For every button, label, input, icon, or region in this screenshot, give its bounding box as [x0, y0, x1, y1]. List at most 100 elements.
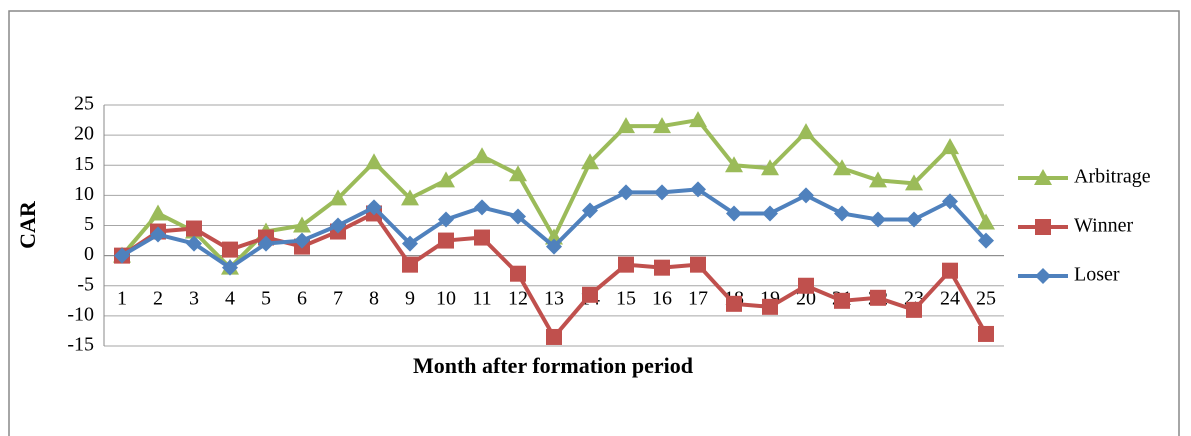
data-point: [186, 220, 202, 237]
x-tick-label: 17: [688, 288, 708, 310]
data-point: [869, 171, 887, 188]
x-tick-label: 8: [369, 288, 379, 310]
data-point: [798, 277, 814, 294]
data-point: [762, 298, 778, 315]
data-point: [510, 208, 526, 225]
data-point: [762, 205, 778, 222]
data-point: [546, 238, 562, 255]
x-tick-label: 11: [472, 288, 491, 310]
x-axis-title: Month after formation period: [413, 353, 693, 378]
x-tick-label: 16: [652, 288, 672, 310]
data-point: [690, 256, 706, 273]
data-point: [654, 259, 670, 276]
x-tick-label: 4: [225, 288, 235, 310]
data-point: [977, 213, 995, 230]
data-point: [833, 159, 851, 176]
data-point: [941, 138, 959, 155]
data-point: [222, 241, 238, 258]
data-point: [834, 205, 850, 222]
data-point: [438, 211, 454, 228]
data-point: [870, 289, 886, 306]
data-point: [294, 232, 310, 249]
data-point: [725, 156, 743, 173]
y-axis-title: CAR: [15, 200, 40, 249]
data-point: [797, 123, 815, 140]
data-point: [870, 211, 886, 228]
data-point: [653, 117, 671, 134]
data-point: [942, 193, 958, 210]
data-point: [978, 232, 994, 249]
data-point: [474, 199, 490, 216]
data-point: [510, 265, 526, 282]
data-point: [473, 147, 491, 164]
data-point: [726, 295, 742, 312]
data-point: [330, 217, 346, 234]
data-point: [474, 229, 490, 246]
x-tick-label: 12: [508, 288, 528, 310]
y-tick-label: 20: [74, 123, 94, 145]
data-point: [258, 235, 274, 252]
data-point: [618, 256, 634, 273]
data-point: [329, 189, 347, 206]
x-tick-label: 10: [436, 288, 456, 310]
data-point: [293, 216, 311, 233]
x-tick-label: 5: [261, 288, 271, 310]
data-point: [437, 171, 455, 188]
data-point: [834, 292, 850, 309]
x-tick-label: 3: [189, 288, 199, 310]
x-tick-label: 2: [153, 288, 163, 310]
data-point: [582, 202, 598, 219]
legend-label: Loser: [1074, 264, 1120, 286]
data-point: [978, 325, 994, 342]
data-point: [618, 184, 634, 201]
y-tick-label: 25: [74, 93, 94, 115]
legend-marker: [1034, 169, 1052, 185]
data-point: [906, 301, 922, 318]
data-point: [366, 199, 382, 216]
data-point: [438, 232, 454, 249]
data-point: [906, 211, 922, 228]
data-point: [798, 187, 814, 204]
data-point: [617, 117, 635, 134]
y-tick-label: -5: [77, 273, 94, 295]
data-point: [689, 111, 707, 128]
y-tick-label: 5: [84, 213, 94, 235]
data-point: [222, 259, 238, 276]
data-point: [509, 165, 527, 182]
y-tick-label: -15: [67, 334, 94, 356]
data-point: [149, 204, 167, 221]
data-point: [546, 328, 562, 345]
y-tick-label: 15: [74, 153, 94, 175]
x-tick-label: 25: [976, 288, 996, 310]
data-point: [402, 256, 418, 273]
data-point: [761, 159, 779, 176]
x-tick-label: 15: [616, 288, 636, 310]
y-tick-label: 10: [74, 183, 94, 205]
data-point: [365, 153, 383, 170]
x-tick-label: 1: [117, 288, 127, 310]
data-point: [654, 184, 670, 201]
data-point: [582, 286, 598, 303]
data-point: [726, 205, 742, 222]
legend-marker: [1035, 268, 1051, 284]
data-point: [114, 247, 130, 264]
x-tick-label: 6: [297, 288, 307, 310]
y-tick-label: 0: [84, 243, 94, 265]
x-tick-label: 24: [940, 288, 960, 310]
legend-marker: [1035, 219, 1051, 235]
data-point: [905, 174, 923, 191]
data-point: [402, 235, 418, 252]
legend-label: Winner: [1074, 215, 1134, 237]
x-tick-label: 13: [544, 288, 564, 310]
x-tick-label: 7: [333, 288, 343, 310]
y-tick-label: -10: [67, 303, 94, 325]
data-point: [186, 235, 202, 252]
data-point: [690, 181, 706, 198]
legend-label: Arbitrage: [1074, 166, 1151, 188]
data-point: [942, 262, 958, 279]
data-point: [581, 153, 599, 170]
data-point: [150, 226, 166, 243]
data-point: [401, 189, 419, 206]
x-tick-label: 9: [405, 288, 415, 310]
